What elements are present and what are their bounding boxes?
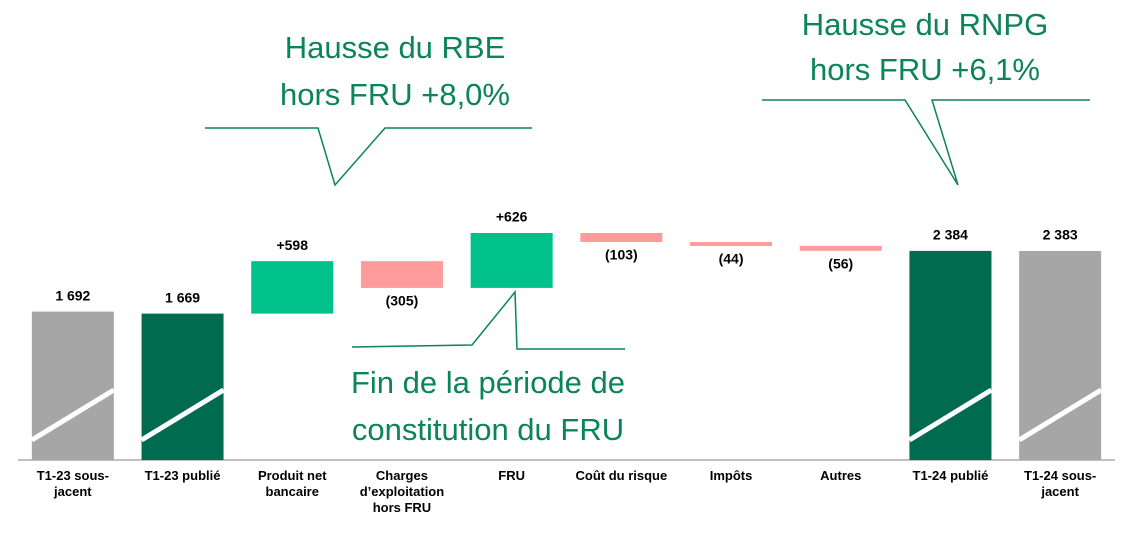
callout-line bbox=[762, 99, 1090, 186]
bar bbox=[1019, 250, 1102, 460]
annotation: Hausse du RBE bbox=[285, 30, 506, 65]
x-tick-label: T1-24 sous-jacent bbox=[1024, 468, 1097, 499]
bar bbox=[141, 313, 224, 460]
x-tick-label: FRU bbox=[498, 468, 525, 483]
bar bbox=[799, 245, 882, 251]
x-tick-label: Charges d’exploitation hors FRU bbox=[359, 468, 445, 515]
annotation: Fin de la période de bbox=[351, 365, 625, 400]
bar-stripe bbox=[140, 387, 225, 443]
value-label: (103) bbox=[605, 247, 638, 263]
annotation: Hausse du RNPG bbox=[802, 7, 1048, 42]
bar bbox=[690, 242, 773, 246]
value-label: 2 383 bbox=[1043, 227, 1078, 243]
value-label: 1 669 bbox=[165, 289, 200, 305]
x-tick-label: Coût du risque bbox=[575, 468, 668, 483]
x-tick-label: T1-23 publié bbox=[144, 468, 221, 483]
x-tick-label: Autres bbox=[820, 468, 862, 483]
bar bbox=[909, 250, 992, 460]
value-label: (56) bbox=[828, 256, 853, 272]
x-tick-label: T1-23 sous-jacent bbox=[36, 468, 109, 499]
x-tick-label: Impôts bbox=[709, 468, 753, 483]
value-label: +598 bbox=[276, 237, 308, 253]
bar bbox=[360, 261, 443, 288]
bar-stripe bbox=[30, 387, 116, 443]
annotation: hors FRU +6,1% bbox=[810, 52, 1040, 87]
annotation: hors FRU +8,0% bbox=[280, 77, 510, 112]
bar bbox=[31, 311, 114, 460]
bar bbox=[251, 261, 334, 314]
bar bbox=[580, 233, 663, 243]
bar-stripe bbox=[908, 387, 993, 443]
value-label: 1 692 bbox=[55, 287, 90, 303]
bar bbox=[470, 233, 553, 288]
callout-line bbox=[351, 289, 625, 350]
callout-line bbox=[205, 127, 532, 187]
value-label: (44) bbox=[719, 251, 744, 267]
x-tick-label: Produit net bancaire bbox=[257, 468, 327, 499]
annotation: constitution du FRU bbox=[352, 412, 624, 447]
value-label: +626 bbox=[496, 209, 528, 225]
x-tick-label: T1-24 publié bbox=[912, 468, 989, 483]
value-label: (305) bbox=[386, 293, 419, 309]
bar-stripe bbox=[1017, 387, 1103, 443]
value-label: 2 384 bbox=[933, 227, 968, 243]
